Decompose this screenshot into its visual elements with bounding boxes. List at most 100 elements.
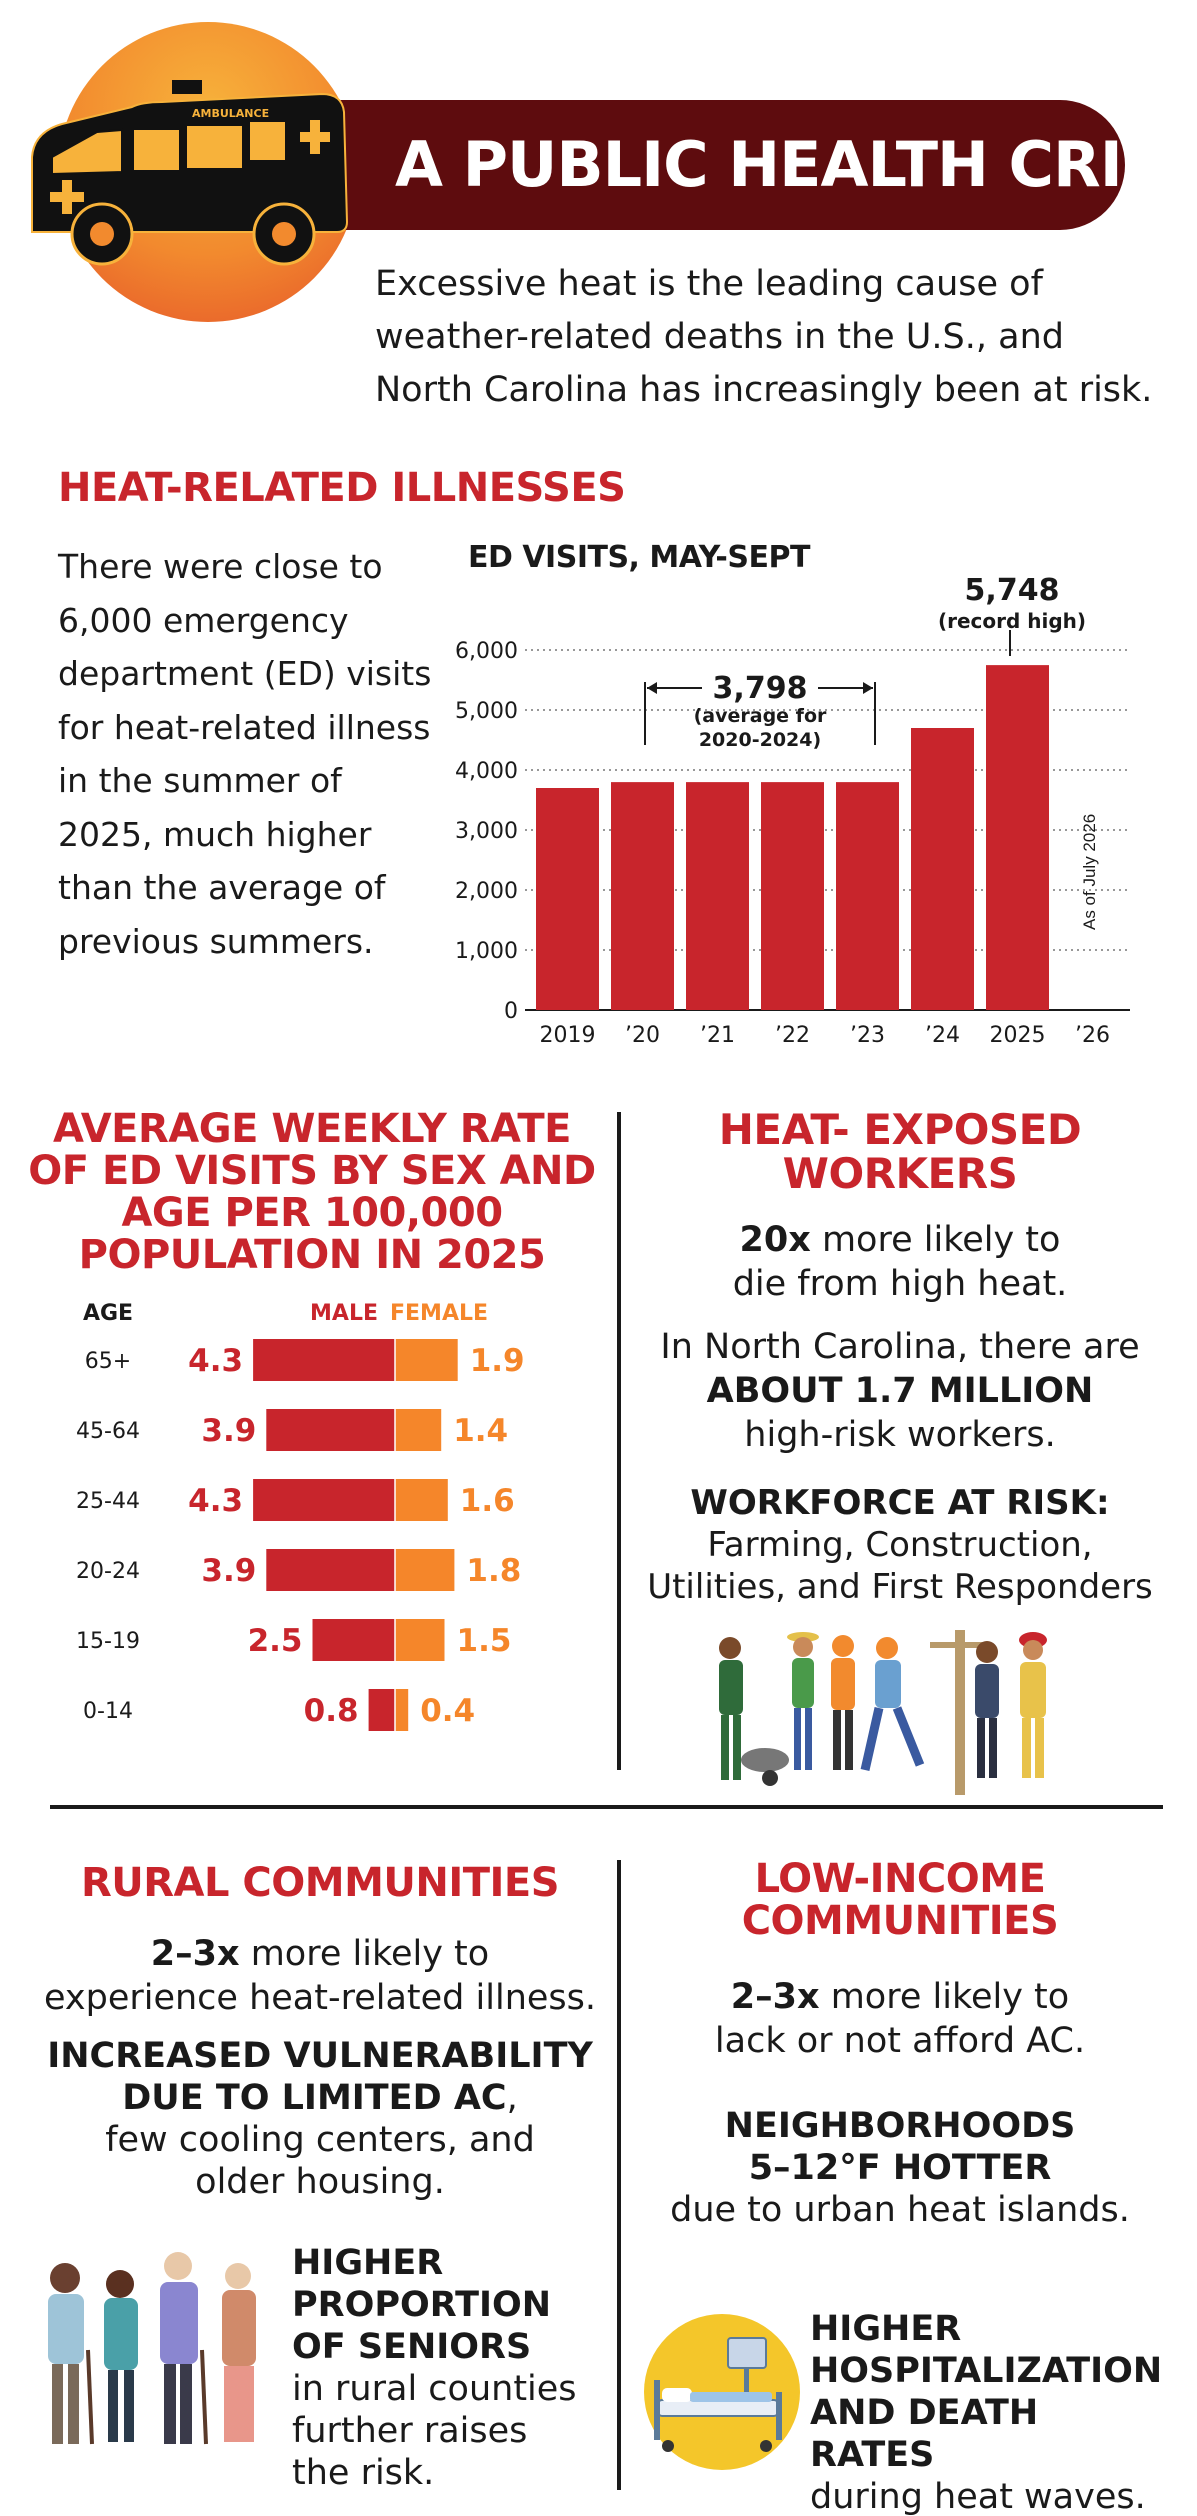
- neighborhoods-line3: due to urban heat islands.: [670, 2190, 1130, 2230]
- seniors-line5: further raises: [292, 2411, 528, 2451]
- record-note-label: (record high): [938, 609, 1086, 633]
- workers-likelihood-line2: die from high heat.: [732, 1264, 1068, 1304]
- y-tick-label: 6,000: [455, 639, 518, 664]
- low-income-likelihood-line1: more likely to: [819, 1977, 1070, 2017]
- female-rate-label: 1.4: [453, 1413, 508, 1449]
- male-rate-label: 2.5: [248, 1623, 303, 1659]
- x-tick-label: ’23: [850, 1023, 885, 1048]
- workers-nc-bold: ABOUT 1.7 MILLION: [706, 1371, 1094, 1411]
- low-income-heading: LOW-INCOME COMMUNITIES: [741, 1856, 1059, 1944]
- rural-vulnerability-bold1: INCREASED VULNERABILITY: [47, 2036, 593, 2076]
- y-tick-label: 4,000: [455, 759, 518, 784]
- age-group-label: 45-64: [76, 1419, 140, 1444]
- male-rate-label: 4.3: [188, 1343, 243, 1379]
- age-group-label: 25-44: [76, 1489, 140, 1514]
- workers-likelihood-line1: more likely to: [810, 1220, 1061, 1260]
- workers-likelihood-bold: 20x: [739, 1220, 811, 1260]
- low-income-likelihood-bold: 2–3x: [730, 1977, 820, 2017]
- weekly-rate-heading: AVERAGE WEEKLY RATE OF ED VISITS BY SEX …: [28, 1106, 596, 1278]
- male-rate-label: 4.3: [188, 1483, 243, 1519]
- hospitalization-bold1: HIGHER: [810, 2309, 962, 2349]
- ed-visits-bar: [536, 788, 599, 1010]
- workers-nc-line1: In North Carolina, there are: [660, 1327, 1140, 1367]
- low-income-likelihood-text: 2–3x more likely to lack or not afford A…: [640, 1975, 1160, 2063]
- average-note-label-2: 2020-2024): [699, 729, 821, 751]
- low-income-likelihood-line2: lack or not afford AC.: [714, 2021, 1086, 2061]
- page-title: A PUBLIC HEALTH CRISIS: [395, 128, 1197, 201]
- workers-likelihood-text: 20x more likely to die from high heat.: [640, 1218, 1160, 1306]
- ed-visits-chart: 0 1,000 2,000 3,000 4,000 5,000 6,000 2019 ’20 ’…: [455, 573, 1130, 1048]
- age-group-label: 15-19: [76, 1629, 140, 1654]
- male-rate-bar: [266, 1549, 395, 1591]
- age-group-label: 65+: [85, 1349, 131, 1374]
- ed-visits-bar: [836, 782, 899, 1010]
- male-rate-bar: [253, 1339, 395, 1381]
- rural-vulnerability-bold2: DUE TO LIMITED AC: [122, 2078, 507, 2118]
- workers-heading: HEAT- EXPOSED WORKERS: [718, 1105, 1082, 1198]
- hospitalization-line4: during heat waves.: [810, 2477, 1146, 2516]
- hospitalization-bold3: AND DEATH RATES: [810, 2393, 1039, 2475]
- workforce-at-risk-bold: WORKFORCE AT RISK:: [690, 1483, 1110, 1523]
- ed-visits-bar: [986, 665, 1049, 1010]
- horizontal-divider: [50, 1805, 1163, 1809]
- average-note-label-1: (average for: [694, 705, 827, 727]
- seniors-illustration-icon: [48, 2252, 256, 2445]
- y-tick-label: 2,000: [455, 879, 518, 904]
- hospitalization-text: HIGHER HOSPITALIZATION AND DEATH RATES d…: [810, 2308, 1170, 2516]
- intro-text: Excessive heat is the leading cause of w…: [375, 264, 1153, 410]
- vertical-divider-bottom: [617, 1860, 621, 2490]
- y-tick-label: 1,000: [455, 939, 518, 964]
- male-rate-bar: [312, 1619, 395, 1661]
- ed-visits-bar: [911, 728, 974, 1010]
- female-rate-label: 0.4: [420, 1693, 475, 1729]
- workers-illustration-icon: [719, 1630, 1047, 1795]
- average-arrowhead-left: [647, 682, 657, 694]
- neighborhoods-bold1: NEIGHBORHOODS: [724, 2106, 1076, 2146]
- y-tick-label: 3,000: [455, 819, 518, 844]
- rural-likelihood-text: 2–3x more likely to experience heat-rela…: [40, 1932, 600, 2020]
- title-banner: [335, 100, 1125, 230]
- workforce-at-risk-line1: Farming, Construction,: [707, 1525, 1093, 1565]
- male-rate-label: 0.8: [304, 1693, 359, 1729]
- ed-visits-bar: [761, 782, 824, 1010]
- hospitalization-bold2: HOSPITALIZATION: [810, 2351, 1163, 2391]
- seniors-bold3: OF SENIORS: [292, 2327, 532, 2367]
- hospital-bed-icon: [644, 2314, 800, 2470]
- x-tick-label: ’26: [1075, 1023, 1110, 1048]
- ed-visits-bar: [686, 782, 749, 1010]
- x-tick-label: ’24: [925, 1023, 960, 1048]
- vertical-divider-top: [617, 1112, 621, 1770]
- rural-vulnerability-line4: older housing.: [195, 2162, 445, 2202]
- seniors-bold1: HIGHER: [292, 2243, 444, 2283]
- male-legend-label: MALE: [310, 1301, 378, 1326]
- female-rate-bar: [395, 1479, 448, 1521]
- rural-vulnerability-comma: ,: [506, 2078, 518, 2118]
- rural-heading: RURAL COMMUNITIES: [80, 1860, 560, 1906]
- seniors-line4: in rural counties: [292, 2369, 577, 2409]
- male-rate-bar: [368, 1689, 395, 1731]
- age-column-header: AGE: [83, 1301, 133, 1326]
- ambulance-label: AMBULANCE: [192, 107, 269, 120]
- female-rate-bar: [395, 1619, 445, 1661]
- age-group-label: 0-14: [83, 1699, 133, 1724]
- y-tick-label: 5,000: [455, 699, 518, 724]
- female-rate-bar: [395, 1549, 455, 1591]
- male-rate-label: 3.9: [201, 1553, 256, 1589]
- seniors-bold2: PROPORTION: [292, 2285, 552, 2325]
- workforce-at-risk-line2: Utilities, and First Responders: [647, 1567, 1153, 1607]
- female-rate-bar: [395, 1339, 458, 1381]
- rural-vulnerability-text: INCREASED VULNERABILITY DUE TO LIMITED A…: [40, 2035, 600, 2203]
- rural-likelihood-line2: experience heat-related illness.: [43, 1978, 597, 2018]
- workforce-at-risk-text: WORKFORCE AT RISK: Farming, Construction…: [630, 1482, 1170, 1608]
- workers-nc-text: In North Carolina, there are ABOUT 1.7 M…: [640, 1325, 1160, 1457]
- ambulance-icon: AMBULANCE: [31, 80, 349, 266]
- male-rate-bar: [253, 1479, 395, 1521]
- female-rate-bar: [395, 1409, 442, 1451]
- workers-nc-line3: high-risk workers.: [744, 1415, 1056, 1455]
- heat-illnesses-heading: HEAT-RELATED ILLNESSES: [58, 465, 626, 511]
- average-value-label: 3,798: [713, 671, 808, 706]
- heat-illnesses-text: There were close to 6,000 emergency depa…: [58, 547, 432, 961]
- female-rate-bar: [395, 1689, 409, 1731]
- y-tick-label: 0: [504, 999, 518, 1024]
- x-tick-label: ’21: [700, 1023, 735, 1048]
